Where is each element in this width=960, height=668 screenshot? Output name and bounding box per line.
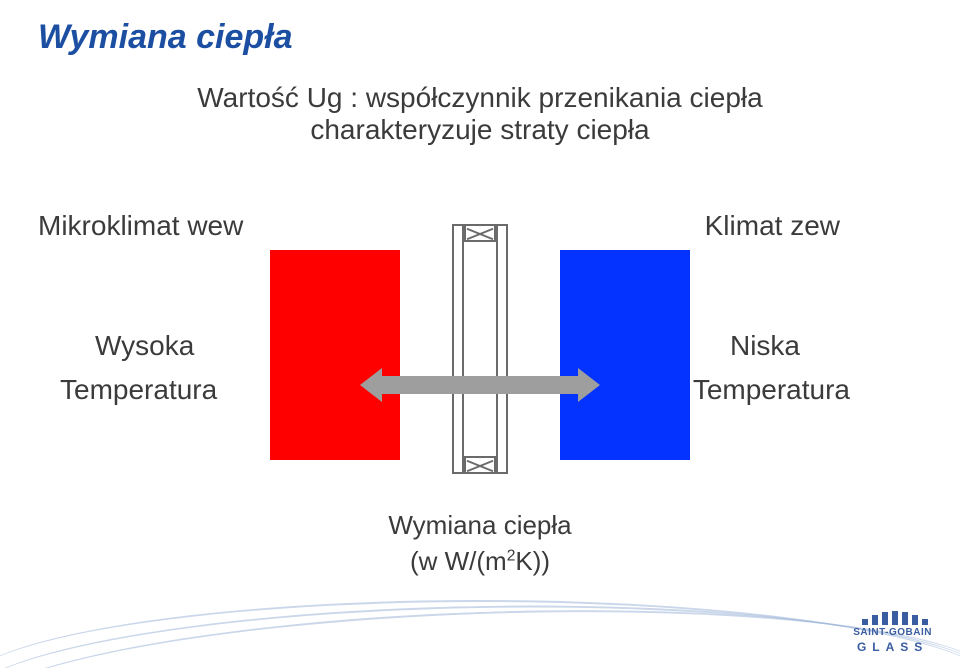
- footer-unit-prefix: (w W/(m: [410, 546, 507, 576]
- subtitle-line-2: charakteryzuje straty ciepła: [0, 114, 960, 146]
- footer-line-1: Wymiana ciepła: [0, 510, 960, 541]
- heat-exchange-diagram: [0, 240, 960, 500]
- arrow-head-right: [578, 368, 600, 402]
- label-climate-outside: Klimat zew: [705, 210, 840, 242]
- logo-text-top: SAINT-GOBAIN: [853, 627, 932, 638]
- footer-line-2: (w W/(m2K)): [0, 546, 960, 577]
- subtitle-line-1: Wartość Ug : współczynnik przenikania ci…: [0, 82, 960, 114]
- logo-text-bottom: GLASS: [853, 640, 932, 654]
- hot-block: [270, 250, 400, 460]
- glass-pane-left: [452, 224, 464, 474]
- slide: Wymiana ciepła Wartość Ug : współczynnik…: [0, 0, 960, 668]
- slide-subtitle: Wartość Ug : współczynnik przenikania ci…: [0, 82, 960, 146]
- arrow-shaft: [378, 376, 582, 394]
- glass-pane-right: [496, 224, 508, 474]
- label-microclimate-inside: Mikroklimat wew: [38, 210, 243, 242]
- slide-title: Wymiana ciepła: [38, 18, 293, 57]
- heat-flow-arrow-icon: [378, 368, 582, 402]
- cold-block: [560, 250, 690, 460]
- spacer-bottom: [464, 456, 496, 474]
- arrow-head-left: [360, 368, 382, 402]
- spacer-top: [464, 224, 496, 242]
- double-glazing-icon: [448, 224, 512, 474]
- decorative-swoosh-3: [0, 600, 960, 668]
- footer-unit-suffix: K)): [515, 546, 550, 576]
- logo-arch-icon: [858, 611, 928, 625]
- saint-gobain-logo: SAINT-GOBAIN GLASS: [853, 611, 932, 654]
